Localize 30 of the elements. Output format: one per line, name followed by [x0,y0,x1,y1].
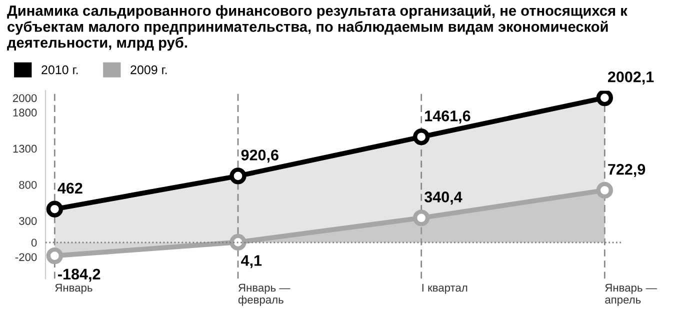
data-label: 722,9 [608,164,646,177]
point [230,234,246,251]
y-tick-label: 0 [31,238,37,247]
y-tick-label: 1800 [13,108,37,117]
legend-label: 2010 г. [42,65,78,74]
y-tick-label: 2000 [13,94,37,102]
data-label: 920,6 [241,150,278,163]
data-label: 462 [58,182,82,194]
y-tick-label: -200 [15,253,37,262]
point [46,200,63,218]
data-label: -184,2 [58,268,100,282]
point [413,128,430,146]
y-tick-label: 1300 [13,144,37,153]
point [230,168,246,184]
point [596,90,613,106]
data-label: 2002,1 [608,71,654,84]
point [413,210,430,226]
chart-title: Динамика сальдированного финансового результата организаций, не относящихся к субъектам малого предпринимательства, по наблюдаемым видам экономической деятельности, млрд руб. [7,4,628,51]
point [46,247,63,264]
legend-label: 2009 г. [130,65,167,74]
point [596,182,613,199]
x-tick-label: Январь [55,284,92,294]
y-tick-label: 300 [19,217,37,225]
x-tick-label: I квартал [422,284,468,294]
data-label: 1461,6 [425,110,470,124]
y-tick-label: 800 [19,180,37,189]
x-tick-label: Январь — апрель [605,284,657,306]
data-label: 4,1 [241,255,262,268]
data-label: 340,4 [424,192,462,205]
x-tick-label: Январь — февраль [238,284,290,306]
